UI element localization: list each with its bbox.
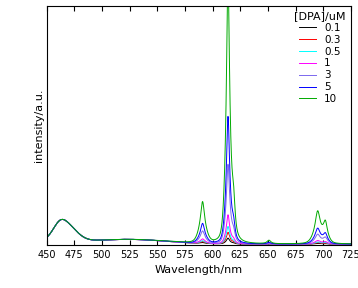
10	[97, 238, 101, 242]
5	[226, 115, 230, 118]
1	[343, 242, 347, 246]
0.3	[174, 240, 179, 244]
1	[174, 240, 179, 244]
10	[349, 242, 353, 246]
3	[44, 236, 49, 239]
0.3	[97, 238, 102, 242]
0.3	[349, 242, 353, 246]
1	[79, 234, 83, 237]
5	[161, 239, 165, 243]
0.1	[44, 236, 49, 239]
3	[174, 240, 179, 244]
10	[79, 234, 83, 237]
0.1	[79, 234, 83, 237]
1	[161, 239, 165, 243]
1	[44, 236, 49, 239]
0.5	[97, 238, 102, 242]
0.3	[79, 234, 83, 237]
3	[161, 239, 165, 243]
1	[226, 213, 230, 217]
0.5	[161, 239, 165, 243]
0.1	[174, 240, 179, 244]
5	[343, 242, 347, 246]
Line: 0.5: 0.5	[47, 219, 351, 244]
0.3	[161, 239, 165, 243]
Line: 5: 5	[47, 116, 351, 244]
0.5	[44, 236, 49, 239]
5	[349, 242, 353, 246]
0.3	[44, 236, 49, 239]
Y-axis label: intensity/a.u.: intensity/a.u.	[34, 88, 44, 162]
1	[310, 241, 314, 245]
3	[226, 162, 230, 166]
X-axis label: Wavelength/nm: Wavelength/nm	[155, 265, 243, 275]
Line: 1: 1	[47, 215, 351, 244]
0.1	[97, 238, 102, 242]
5	[310, 238, 314, 241]
5	[174, 240, 179, 244]
0.1	[349, 242, 353, 246]
Line: 3: 3	[47, 164, 351, 244]
0.5	[349, 242, 353, 246]
1	[349, 242, 353, 246]
5	[44, 236, 49, 239]
0.1	[343, 242, 347, 246]
10	[161, 239, 165, 242]
3	[310, 240, 314, 243]
0.5	[343, 242, 347, 246]
0.5	[60, 218, 64, 221]
0.1	[60, 218, 64, 221]
3	[349, 242, 353, 246]
0.5	[79, 234, 83, 237]
0.3	[343, 242, 347, 246]
5	[97, 238, 101, 242]
Line: 10: 10	[47, 0, 351, 244]
0.3	[310, 242, 314, 245]
Line: 0.3: 0.3	[47, 219, 351, 244]
10	[174, 240, 179, 243]
10	[310, 233, 314, 236]
10	[343, 242, 347, 245]
Legend: 0.1, 0.3, 0.5, 1, 3, 5, 10: 0.1, 0.3, 0.5, 1, 3, 5, 10	[292, 9, 348, 106]
3	[79, 234, 83, 237]
Line: 0.1: 0.1	[47, 219, 351, 244]
0.5	[310, 242, 314, 245]
1	[97, 238, 101, 242]
5	[79, 234, 83, 237]
10	[44, 236, 49, 239]
0.3	[60, 218, 64, 221]
3	[97, 238, 101, 242]
0.5	[174, 240, 179, 244]
0.1	[161, 239, 165, 243]
3	[343, 242, 347, 246]
0.1	[310, 242, 314, 246]
